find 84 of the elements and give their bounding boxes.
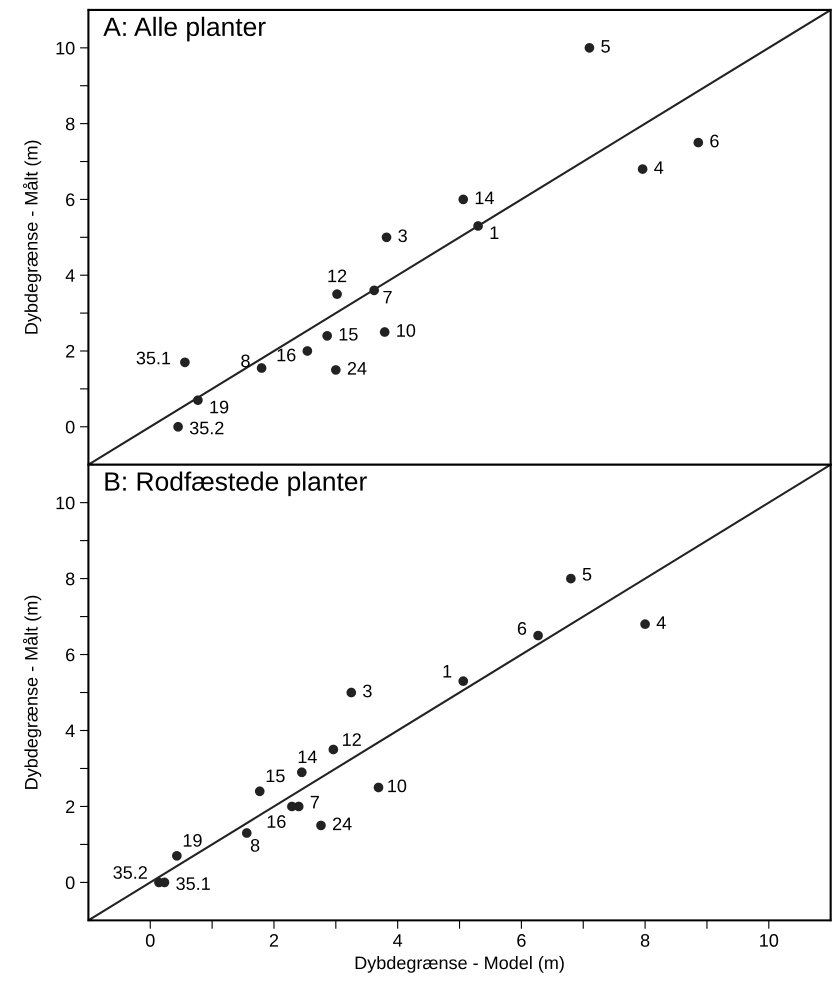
- point: [256, 363, 266, 373]
- y-tick-label: 0: [66, 420, 75, 434]
- x-tick-label: 2: [270, 934, 278, 947]
- annotation: 8: [241, 354, 250, 368]
- point: [380, 327, 390, 337]
- y-tick-label: 4: [66, 269, 75, 282]
- point: [180, 357, 190, 368]
- point: [322, 330, 332, 341]
- annotation: 24: [348, 362, 366, 375]
- annotation: 6: [518, 622, 526, 635]
- point: [369, 285, 380, 296]
- x-tick-label: 8: [640, 934, 650, 947]
- point: [382, 232, 392, 242]
- annotation: 5: [582, 568, 592, 581]
- annotation: 16: [268, 815, 286, 828]
- y-tick-label: 2: [66, 344, 74, 358]
- annotation: 35.1: [136, 352, 170, 364]
- point: [330, 365, 341, 375]
- point: [287, 802, 297, 812]
- annotation: 35.1: [176, 877, 210, 890]
- point: [374, 782, 384, 792]
- annotation: 14: [298, 750, 317, 764]
- annotation: 4: [654, 161, 664, 174]
- point: [242, 828, 252, 838]
- annotation: 6: [710, 134, 719, 148]
- annotation: 35.2: [190, 422, 224, 434]
- point: [302, 346, 312, 356]
- y-axis-title: Dybdegrænse - Målt (m): [22, 140, 42, 334]
- annotation: 15: [340, 328, 358, 341]
- annotation: 5: [601, 40, 610, 53]
- annotation: 10: [397, 324, 416, 337]
- point: [193, 395, 203, 406]
- annotation: 4: [656, 616, 666, 629]
- y-axis-title: Dybdegrænse - Målt (m): [22, 596, 42, 789]
- annotation: 19: [184, 834, 202, 847]
- point: [316, 820, 326, 830]
- point: [346, 688, 356, 698]
- point: [172, 850, 182, 861]
- chart-title: A: Alle planter: [103, 16, 266, 42]
- annotation: 3: [363, 684, 372, 698]
- point: [693, 138, 704, 148]
- y-tick-label: 8: [66, 118, 74, 130]
- point: [328, 744, 338, 754]
- x-tick-label: 4: [393, 934, 402, 947]
- annotation: 15: [266, 770, 285, 782]
- y-tick-label: 0: [66, 876, 75, 890]
- annotation: 12: [343, 733, 361, 746]
- point: [254, 786, 265, 796]
- annotation: 10: [388, 780, 406, 792]
- annotation: 14: [476, 192, 494, 204]
- annotation: 7: [383, 290, 392, 304]
- annotation: 3: [398, 229, 407, 242]
- y-tick-label: 6: [66, 193, 74, 206]
- point: [584, 42, 594, 53]
- y-tick-label: 6: [66, 648, 74, 662]
- annotation: 7: [310, 796, 319, 808]
- x-tick-label: 0: [146, 934, 155, 947]
- x-tick-label: 10: [760, 934, 778, 947]
- point: [566, 574, 576, 584]
- annotation: 35.2: [113, 866, 147, 879]
- y-tick-label: 2: [66, 800, 74, 813]
- y-tick-label: 10: [56, 496, 75, 510]
- y-tick-label: 8: [66, 572, 74, 586]
- point: [296, 767, 307, 778]
- point: [173, 422, 183, 432]
- y-tick-label: 10: [56, 42, 75, 55]
- x-tick-label: 6: [517, 934, 526, 947]
- annotation: 1: [443, 665, 452, 678]
- annotation: 1: [490, 226, 498, 239]
- x-axis-title: Dybdegrænse - Model (m): [356, 956, 564, 973]
- point: [638, 164, 648, 174]
- point: [640, 619, 650, 630]
- y-tick-label: 4: [66, 724, 75, 738]
- annotation: 8: [250, 838, 260, 852]
- point: [332, 289, 342, 300]
- point: [473, 221, 483, 231]
- annotation: 24: [333, 817, 352, 830]
- point: [458, 676, 468, 686]
- point: [458, 194, 468, 204]
- point: [533, 630, 543, 640]
- annotation: 12: [328, 270, 346, 282]
- chart-title: B: Rodfæstede planter: [105, 472, 367, 496]
- annotation: 19: [210, 400, 228, 414]
- annotation: 16: [278, 348, 296, 362]
